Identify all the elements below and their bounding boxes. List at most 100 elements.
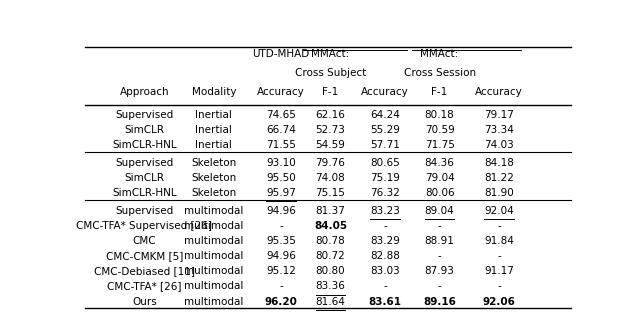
Text: CMC-TFA* Supervised [26]: CMC-TFA* Supervised [26] (77, 221, 212, 231)
Text: multimodal: multimodal (184, 281, 244, 292)
Text: 84.18: 84.18 (484, 158, 514, 168)
Text: 80.18: 80.18 (425, 110, 454, 120)
Text: Accuracy: Accuracy (361, 86, 409, 97)
Text: 95.50: 95.50 (266, 174, 296, 183)
Text: 73.34: 73.34 (484, 125, 514, 135)
Text: multimodal: multimodal (184, 206, 244, 216)
Text: 95.35: 95.35 (266, 237, 296, 246)
Text: 83.61: 83.61 (369, 296, 401, 306)
Text: 55.29: 55.29 (370, 125, 400, 135)
Text: Cross Session: Cross Session (404, 68, 476, 78)
Text: 79.76: 79.76 (316, 158, 346, 168)
Text: SimCLR: SimCLR (125, 174, 164, 183)
Text: Supervised: Supervised (115, 206, 173, 216)
Text: multimodal: multimodal (184, 296, 244, 306)
Text: 66.74: 66.74 (266, 125, 296, 135)
Text: 79.17: 79.17 (484, 110, 514, 120)
Text: 79.04: 79.04 (425, 174, 454, 183)
Text: 81.90: 81.90 (484, 188, 514, 198)
Text: Ours: Ours (132, 296, 157, 306)
Text: SimCLR-HNL: SimCLR-HNL (112, 188, 177, 198)
Text: CMC-CMKM [5]: CMC-CMKM [5] (106, 252, 183, 262)
Text: 81.22: 81.22 (484, 174, 514, 183)
Text: multimodal: multimodal (184, 266, 244, 277)
Text: 89.04: 89.04 (425, 206, 454, 216)
Text: -: - (279, 221, 283, 231)
Text: 80.80: 80.80 (316, 266, 346, 277)
Text: 91.84: 91.84 (484, 237, 514, 246)
Text: Cross Subject: Cross Subject (295, 68, 366, 78)
Text: multimodal: multimodal (184, 237, 244, 246)
Text: -: - (438, 221, 442, 231)
Text: Accuracy: Accuracy (476, 86, 523, 97)
Text: CMC: CMC (132, 237, 156, 246)
Text: 54.59: 54.59 (316, 140, 346, 150)
Text: Inertial: Inertial (195, 125, 232, 135)
Text: 87.93: 87.93 (425, 266, 454, 277)
Text: 88.91: 88.91 (425, 237, 454, 246)
Text: 57.71: 57.71 (370, 140, 400, 150)
Text: Accuracy: Accuracy (257, 86, 305, 97)
Text: -: - (438, 252, 442, 262)
Text: 74.03: 74.03 (484, 140, 514, 150)
Text: -: - (279, 281, 283, 292)
Text: 74.08: 74.08 (316, 174, 346, 183)
Text: 64.24: 64.24 (370, 110, 400, 120)
Text: CMC-TFA* [26]: CMC-TFA* [26] (108, 281, 182, 292)
Text: -: - (383, 281, 387, 292)
Text: 62.16: 62.16 (316, 110, 346, 120)
Text: -: - (497, 281, 501, 292)
Text: 81.64: 81.64 (316, 296, 346, 306)
Text: Inertial: Inertial (195, 110, 232, 120)
Text: -: - (438, 281, 442, 292)
Text: 84.36: 84.36 (425, 158, 454, 168)
Text: UTD-MHAD: UTD-MHAD (252, 49, 310, 59)
Text: -: - (383, 221, 387, 231)
Text: 95.97: 95.97 (266, 188, 296, 198)
Text: 96.20: 96.20 (264, 296, 298, 306)
Text: Modality: Modality (191, 86, 236, 97)
Text: 94.96: 94.96 (266, 206, 296, 216)
Text: 91.17: 91.17 (484, 266, 514, 277)
Text: multimodal: multimodal (184, 221, 244, 231)
Text: 80.72: 80.72 (316, 252, 346, 262)
Text: 70.59: 70.59 (425, 125, 454, 135)
Text: MMAct:: MMAct: (311, 49, 349, 59)
Text: MMAct:: MMAct: (420, 49, 459, 59)
Text: 92.06: 92.06 (483, 296, 516, 306)
Text: 83.29: 83.29 (370, 237, 400, 246)
Text: F-1: F-1 (431, 86, 448, 97)
Text: 93.10: 93.10 (266, 158, 296, 168)
Text: 80.78: 80.78 (316, 237, 346, 246)
Text: 83.23: 83.23 (370, 206, 400, 216)
Text: Inertial: Inertial (195, 140, 232, 150)
Text: 94.96: 94.96 (266, 252, 296, 262)
Text: 52.73: 52.73 (316, 125, 346, 135)
Text: 84.05: 84.05 (314, 221, 347, 231)
Text: SimCLR-HNL: SimCLR-HNL (112, 140, 177, 150)
Text: F-1: F-1 (323, 86, 339, 97)
Text: Skeleton: Skeleton (191, 188, 237, 198)
Text: 71.55: 71.55 (266, 140, 296, 150)
Text: 83.36: 83.36 (316, 281, 346, 292)
Text: Supervised: Supervised (115, 158, 173, 168)
Text: Skeleton: Skeleton (191, 158, 237, 168)
Text: 74.65: 74.65 (266, 110, 296, 120)
Text: -: - (497, 252, 501, 262)
Text: Skeleton: Skeleton (191, 174, 237, 183)
Text: 75.19: 75.19 (370, 174, 400, 183)
Text: -: - (497, 221, 501, 231)
Text: 92.04: 92.04 (484, 206, 514, 216)
Text: 81.37: 81.37 (316, 206, 346, 216)
Text: 75.15: 75.15 (316, 188, 346, 198)
Text: 95.12: 95.12 (266, 266, 296, 277)
Text: 71.75: 71.75 (425, 140, 454, 150)
Text: 89.16: 89.16 (423, 296, 456, 306)
Text: Supervised: Supervised (115, 110, 173, 120)
Text: Approach: Approach (120, 86, 170, 97)
Text: 76.32: 76.32 (370, 188, 400, 198)
Text: multimodal: multimodal (184, 252, 244, 262)
Text: 80.06: 80.06 (425, 188, 454, 198)
Text: SimCLR: SimCLR (125, 125, 164, 135)
Text: 82.88: 82.88 (370, 252, 400, 262)
